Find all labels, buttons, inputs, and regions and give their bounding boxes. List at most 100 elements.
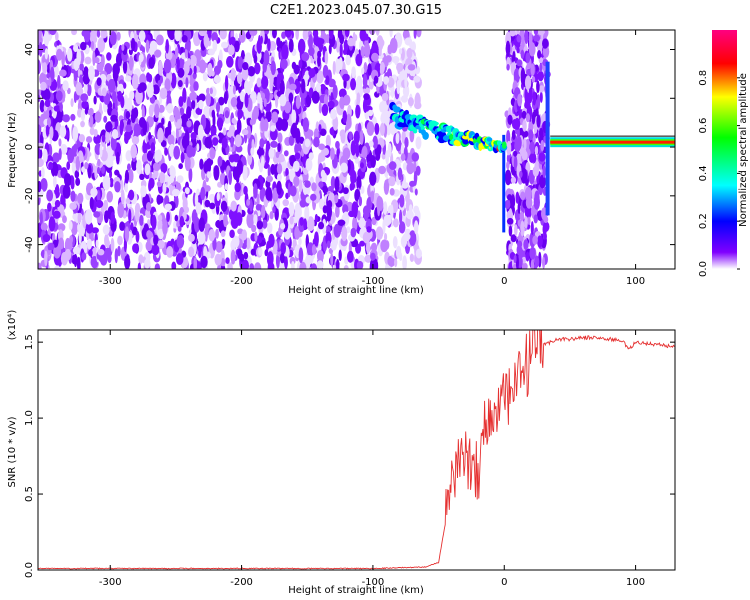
noise-blob [193, 81, 199, 92]
noise-blob [131, 73, 139, 90]
noise-blob [109, 177, 114, 188]
noise-blob [543, 232, 547, 240]
noise-blob [249, 198, 253, 212]
colorbar-tick-label: 0.2 [698, 213, 709, 229]
noise-blob [184, 187, 190, 195]
noise-blob [350, 227, 357, 238]
noise-blob [241, 229, 248, 241]
noise-blob [42, 62, 48, 74]
noise-blob [102, 175, 111, 191]
noise-blob [204, 136, 213, 149]
noise-blob [48, 109, 52, 119]
noise-blob [268, 147, 275, 159]
noise-blob [314, 213, 318, 223]
noise-blob [383, 76, 390, 85]
noise-blob [105, 157, 114, 168]
noise-blob [217, 155, 223, 167]
noise-blob [343, 39, 349, 52]
noise-blob [516, 59, 523, 67]
noise-blob [367, 63, 372, 76]
noise-blob [513, 68, 521, 83]
noise-blob [85, 221, 94, 234]
noise-blob [289, 83, 297, 91]
noise-blob [402, 162, 408, 171]
noise-blob [520, 67, 526, 83]
noise-blob [367, 109, 374, 117]
noise-blob [334, 194, 339, 204]
noise-blob [174, 45, 179, 59]
noise-blob [278, 156, 285, 163]
noise-blob [527, 216, 531, 225]
noise-blob [379, 122, 385, 136]
noise-blob [394, 258, 398, 268]
noise-blob [378, 45, 382, 57]
noise-blob [524, 186, 532, 201]
noise-blob [179, 215, 185, 228]
noise-blob [325, 134, 331, 148]
noise-blob [325, 75, 330, 85]
noise-blob [164, 147, 169, 156]
figure-title: C2E1.2023.045.07.30.G15 [270, 3, 442, 18]
noise-blob [241, 129, 249, 136]
noise-blob [125, 150, 133, 162]
noise-blob [81, 30, 88, 37]
noise-blob [407, 97, 414, 107]
noise-blob [321, 218, 327, 235]
noise-blob [254, 62, 261, 75]
noise-blob [255, 203, 261, 211]
noise-blob [261, 75, 269, 90]
noise-blob [370, 154, 376, 168]
noise-blob [89, 114, 94, 128]
noise-blob [294, 226, 301, 240]
noise-blob [60, 251, 68, 266]
noise-blob [70, 190, 76, 203]
noise-blob [58, 148, 62, 160]
noise-blob [334, 176, 340, 193]
noise-blob [38, 142, 45, 150]
colorbar-label: Normalized spectral amplitude [738, 73, 749, 227]
noise-blob [103, 115, 108, 123]
noise-blob [506, 210, 514, 221]
noise-blob [49, 126, 54, 140]
noise-blob [83, 81, 88, 94]
noise-blob [224, 75, 229, 92]
noise-blob [74, 170, 80, 179]
noise-blob [81, 166, 86, 173]
noise-blob [217, 59, 223, 69]
noise-blob [395, 245, 402, 259]
edge-streak [502, 134, 506, 233]
noise-blob [298, 179, 303, 193]
noise-blob [122, 60, 128, 74]
noise-blob [210, 124, 217, 137]
noise-blob [204, 199, 211, 208]
noise-blob [95, 239, 99, 248]
noise-blob [299, 217, 304, 226]
noise-blob [124, 226, 130, 242]
noise-blob [270, 125, 276, 132]
colorbar-tick-label: 0.0 [698, 261, 709, 277]
noise-blob [311, 244, 317, 256]
noise-blob [311, 90, 320, 104]
noise-blob [209, 87, 213, 95]
y-tick-label: 1.5 [24, 334, 35, 350]
noise-blob [298, 136, 305, 144]
noise-blob [524, 87, 528, 102]
noise-blob [124, 182, 128, 193]
noise-blob [241, 66, 249, 81]
noise-blob [389, 37, 398, 54]
noise-blob [123, 82, 127, 89]
noise-blob [207, 48, 216, 56]
noise-blob [139, 173, 145, 181]
trace-blob [486, 137, 493, 142]
noise-blob [103, 199, 109, 211]
noise-blob [244, 92, 249, 108]
noise-blob [281, 44, 289, 60]
noise-blob [330, 108, 337, 120]
noise-blob [528, 87, 533, 104]
noise-blob [356, 260, 364, 269]
noise-blob [189, 54, 197, 66]
noise-blob [230, 200, 237, 212]
noise-blob [86, 83, 92, 97]
noise-blob [132, 243, 139, 253]
x-tick-label: 0 [501, 276, 507, 287]
